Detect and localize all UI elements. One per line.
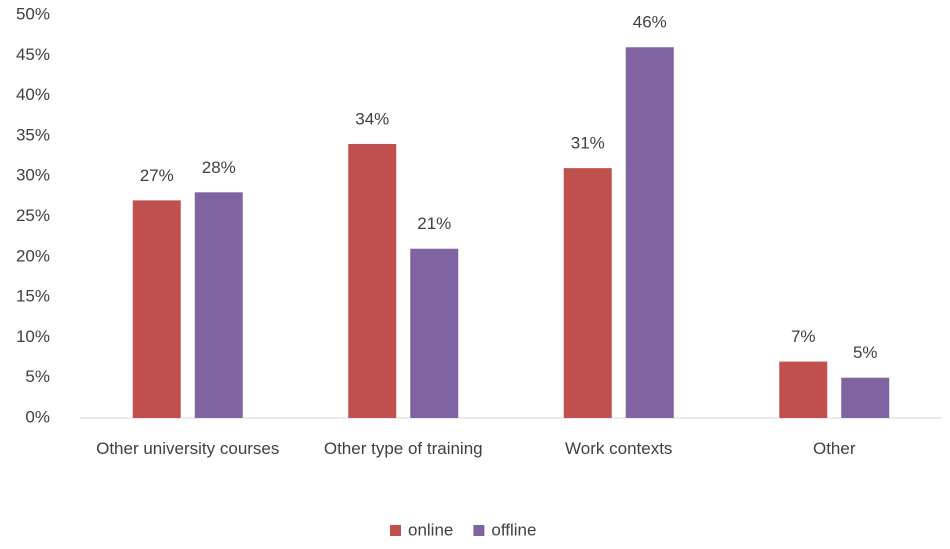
y-tick-label: 25% xyxy=(16,206,50,225)
y-tick-label: 5% xyxy=(25,367,50,386)
value-label: 46% xyxy=(633,13,667,32)
y-tick-label: 0% xyxy=(25,407,50,426)
y-tick-label: 45% xyxy=(16,45,50,64)
bar xyxy=(563,168,612,418)
value-label: 7% xyxy=(791,327,816,346)
y-tick-label: 20% xyxy=(16,246,50,265)
value-label: 34% xyxy=(355,109,389,128)
y-tick-label: 10% xyxy=(16,327,50,346)
bar xyxy=(779,361,828,418)
x-tick-label: Other university courses xyxy=(96,439,280,458)
bar xyxy=(194,192,243,418)
value-label: 28% xyxy=(202,158,236,177)
x-tick-label: Other xyxy=(812,439,856,458)
value-label: 31% xyxy=(571,134,605,153)
bar xyxy=(410,248,459,418)
y-tick-label: 30% xyxy=(16,166,50,185)
legend-label: online xyxy=(408,520,453,539)
y-tick-label: 50% xyxy=(16,4,50,23)
bar xyxy=(625,47,674,419)
bar xyxy=(132,200,181,418)
y-tick-label: 15% xyxy=(16,287,50,306)
value-label: 5% xyxy=(853,343,878,362)
value-label: 27% xyxy=(140,166,174,185)
legend-swatch xyxy=(390,525,401,536)
legend-swatch xyxy=(473,525,485,536)
x-tick-label: Work contexts xyxy=(565,439,673,458)
y-tick-label: 35% xyxy=(16,125,50,144)
bar xyxy=(348,143,397,418)
x-tick-label: Other type of training xyxy=(323,439,483,458)
y-tick-label: 40% xyxy=(16,85,50,104)
legend-label: offline xyxy=(491,520,536,539)
value-label: 21% xyxy=(417,214,451,233)
bar xyxy=(841,377,890,418)
